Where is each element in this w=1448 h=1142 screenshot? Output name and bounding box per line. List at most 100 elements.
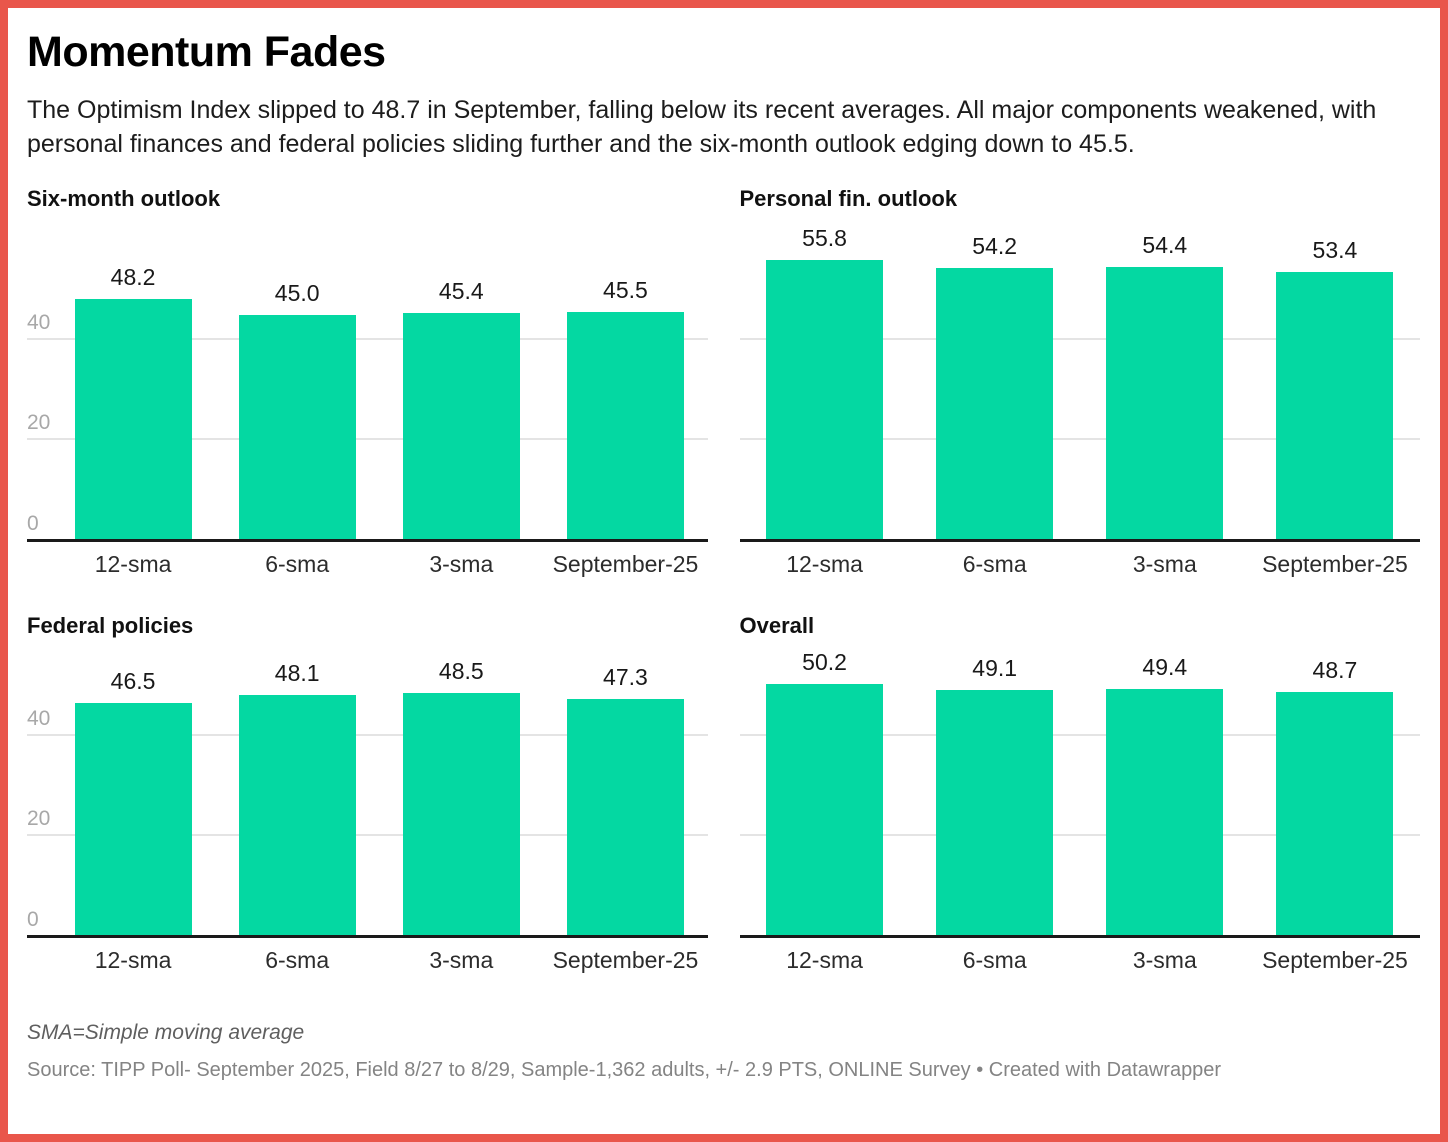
bar bbox=[74, 299, 192, 542]
x-tick-label: 3-sma bbox=[429, 551, 494, 578]
x-tick-label: 6-sma bbox=[265, 551, 330, 578]
gridline-40 bbox=[27, 338, 708, 341]
bar-value-label: 55.8 bbox=[802, 225, 847, 252]
bar-value-label: 50.2 bbox=[802, 649, 847, 676]
bar bbox=[936, 268, 1054, 542]
plot-area: 0 20 40 46.5 48.1 48.5 47.3 bbox=[27, 640, 708, 939]
bar-column: 49.4 bbox=[1080, 640, 1250, 938]
chart-panel-overall: Overall 50.2 49.1 49.4 48.7 12-sma 6-sma 3-sm… bbox=[739, 613, 1421, 976]
x-tick-label: 6-sma bbox=[962, 551, 1027, 578]
y-tick-label: 0 bbox=[27, 512, 39, 536]
y-tick-label: 40 bbox=[27, 707, 51, 731]
bar-value-label: 48.5 bbox=[438, 658, 484, 685]
bar-column: 54.4 bbox=[1080, 213, 1250, 542]
bar-value-label: 54.2 bbox=[972, 233, 1018, 260]
plot-area: 50.2 49.1 49.4 48.7 bbox=[739, 640, 1421, 939]
gridline-40 bbox=[27, 734, 708, 737]
bar-value-label: 49.1 bbox=[972, 655, 1018, 682]
bar-column: 55.8 bbox=[740, 213, 910, 542]
x-tick-label: September-25 bbox=[552, 947, 699, 974]
plot-area: 55.8 54.2 54.4 53.4 bbox=[739, 213, 1421, 543]
x-axis-line bbox=[27, 539, 708, 543]
bar-value-label: 53.4 bbox=[1312, 237, 1358, 264]
bar-column: 48.1 bbox=[215, 640, 379, 938]
bar-column: 45.5 bbox=[543, 213, 707, 542]
x-tick-label: 12-sma bbox=[94, 551, 172, 578]
gridline-40 bbox=[739, 734, 1420, 737]
bar-value-label: 48.7 bbox=[1312, 657, 1358, 684]
gridline-20 bbox=[739, 834, 1420, 837]
chart-footnote: SMA=Simple moving average bbox=[27, 1021, 305, 1045]
bar bbox=[566, 699, 684, 938]
y-tick-label: 0 bbox=[27, 908, 39, 932]
bar-value-label: 48.2 bbox=[110, 264, 156, 291]
bar bbox=[1106, 689, 1224, 938]
x-tick-label: 3-sma bbox=[1132, 947, 1197, 974]
gridline-20 bbox=[27, 834, 708, 837]
bar-value-label: 49.4 bbox=[1142, 654, 1188, 681]
bar-column: 48.2 bbox=[51, 213, 215, 542]
small-multiples-grid: Six-month outlook 0 20 40 48.2 45.0 45.4 45.5… bbox=[27, 187, 1420, 976]
bar bbox=[238, 315, 356, 542]
bar bbox=[238, 695, 356, 938]
bar-value-label: 48.1 bbox=[274, 660, 320, 687]
panel-title: Personal fin. outlook bbox=[739, 186, 958, 212]
bar-column: 54.2 bbox=[910, 213, 1080, 542]
bar-value-label: 45.0 bbox=[274, 280, 320, 307]
gridline-20 bbox=[739, 438, 1420, 441]
gridline-20 bbox=[27, 438, 708, 441]
bar bbox=[566, 312, 684, 542]
chart-panel-federal-policies: Federal policies 0 20 40 46.5 48.1 48.5 47.3 … bbox=[27, 614, 708, 976]
bar-column: 47.3 bbox=[543, 640, 707, 938]
x-tick-label: 6-sma bbox=[962, 947, 1027, 974]
bars-group: 50.2 49.1 49.4 48.7 bbox=[740, 640, 1421, 938]
chart-title: Momentum Fades bbox=[27, 28, 386, 76]
chart-description: The Optimism Index slipped to 48.7 in Se… bbox=[27, 96, 1377, 159]
x-axis-labels: 12-sma 6-sma 3-sma September-25 bbox=[740, 946, 1421, 976]
bar-column: 48.7 bbox=[1250, 640, 1420, 938]
x-axis-labels: 12-sma 6-sma 3-sma September-25 bbox=[27, 946, 708, 976]
x-axis-line bbox=[27, 935, 708, 939]
plot-area: 0 20 40 48.2 45.0 45.4 45.5 bbox=[27, 213, 708, 543]
x-axis-line bbox=[739, 935, 1420, 939]
bar bbox=[766, 684, 884, 938]
panel-title: Federal policies bbox=[27, 613, 194, 639]
x-tick-label: September-25 bbox=[552, 551, 699, 578]
bar-column: 49.1 bbox=[910, 640, 1080, 938]
x-axis-labels: 12-sma 6-sma 3-sma September-25 bbox=[27, 550, 708, 580]
y-tick-label: 20 bbox=[27, 411, 51, 435]
bar bbox=[74, 703, 192, 938]
x-tick-label: 6-sma bbox=[265, 947, 330, 974]
x-tick-label: September-25 bbox=[1262, 947, 1408, 974]
bars-group: 46.5 48.1 48.5 47.3 bbox=[27, 640, 708, 938]
bar-column: 48.5 bbox=[379, 640, 543, 938]
bar bbox=[1276, 272, 1394, 542]
bar-value-label: 54.4 bbox=[1142, 232, 1188, 259]
x-tick-label: 3-sma bbox=[429, 947, 494, 974]
chart-panel-six-month-outlook: Six-month outlook 0 20 40 48.2 45.0 45.4 45.5… bbox=[27, 187, 708, 580]
bar-column: 53.4 bbox=[1250, 213, 1420, 542]
bar-column: 46.5 bbox=[51, 640, 215, 938]
x-axis-line bbox=[739, 539, 1420, 543]
y-tick-label: 20 bbox=[27, 807, 51, 831]
bar bbox=[402, 693, 520, 938]
bar bbox=[1276, 692, 1394, 938]
bar bbox=[936, 690, 1054, 938]
x-tick-label: 12-sma bbox=[94, 947, 172, 974]
bar-column: 45.4 bbox=[379, 213, 543, 542]
bar-value-label: 47.3 bbox=[603, 664, 648, 691]
bar-value-label: 46.5 bbox=[110, 668, 156, 695]
bar bbox=[1106, 267, 1224, 542]
panel-title: Six-month outlook bbox=[27, 186, 221, 212]
bar-value-label: 45.4 bbox=[438, 278, 484, 305]
bar-column: 45.0 bbox=[215, 213, 379, 542]
bar bbox=[766, 260, 884, 542]
bars-group: 55.8 54.2 54.4 53.4 bbox=[740, 213, 1421, 542]
y-tick-label: 40 bbox=[27, 311, 51, 335]
bar-value-label: 45.5 bbox=[603, 277, 648, 304]
x-tick-label: September-25 bbox=[1262, 551, 1408, 578]
bar-column: 50.2 bbox=[740, 640, 910, 938]
panel-title: Overall bbox=[739, 613, 815, 639]
x-axis-labels: 12-sma 6-sma 3-sma September-25 bbox=[740, 550, 1421, 580]
